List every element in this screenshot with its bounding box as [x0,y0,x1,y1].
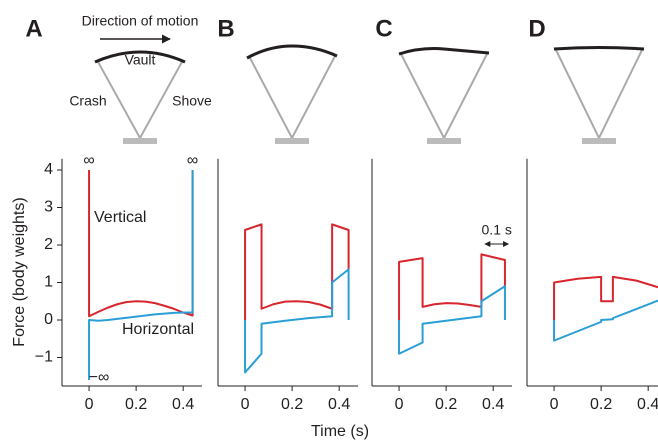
shove-label: Shove [172,93,212,109]
series-line [398,253,506,320]
y-axis-label: Force (body weights) [11,197,28,346]
scale-bar-label: 0.1 s [482,222,512,238]
y-tick-label: 3 [44,199,53,216]
series-line [244,223,350,320]
series-line [244,268,350,374]
series-line [398,285,506,355]
y-tick-label: −1 [35,349,53,366]
x-tick-label: 0.2 [125,396,147,413]
x-tick-label: 0 [85,396,94,413]
panel-label: D [528,15,545,42]
x-tick-label: 0.4 [482,396,504,413]
x-tick-label: 0.2 [590,396,612,413]
x-tick-label: 0.4 [172,396,194,413]
x-tick-label: 0.2 [281,396,303,413]
vault-label: Vault [125,52,156,68]
y-tick-label: 2 [44,236,53,253]
pendulum [398,47,490,144]
crash-label: Crash [69,93,106,109]
series-line [88,170,194,380]
y-tick-label: 1 [44,274,53,291]
pendulum [246,44,338,144]
x-tick-label: 0 [550,396,559,413]
series-line [88,170,194,318]
infinity-label: ∞ [83,152,94,169]
diagrams [94,34,645,144]
pendulum [94,50,186,144]
y-tick-label: 4 [44,161,53,178]
series-line [553,299,658,342]
x-tick-label: 0.4 [637,396,658,413]
panel-label: A [25,15,42,42]
series-line [553,275,658,320]
direction-label: Direction of motion [82,13,199,29]
legend-label: Vertical [94,209,146,226]
infinity-label: −∞ [89,369,110,386]
y-tick-label: 0 [44,311,53,328]
x-axis-label: Time (s) [311,423,369,440]
panel-label: C [375,15,392,42]
pendulum [553,46,645,144]
x-tick-label: 0.2 [435,396,457,413]
x-tick-label: 0.4 [328,396,350,413]
x-tick-label: 0 [395,396,404,413]
infinity-label: ∞ [187,152,198,169]
x-tick-label: 0 [241,396,250,413]
panel-label: B [217,15,234,42]
legend-label: Horizontal [122,321,194,338]
